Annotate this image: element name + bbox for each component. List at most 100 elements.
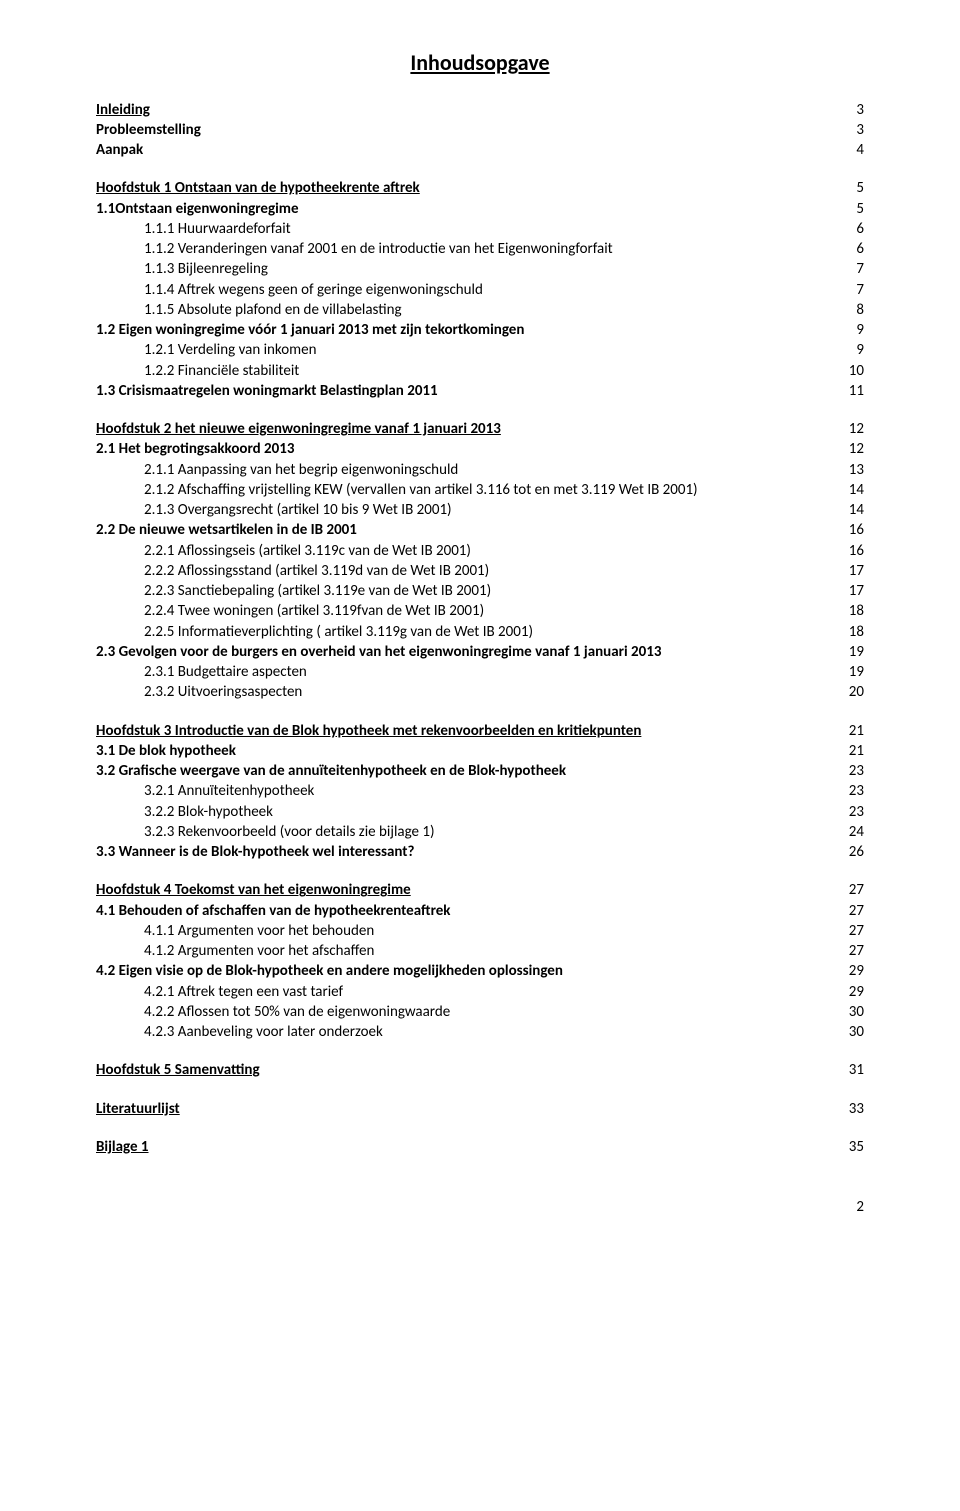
toc-label: 4.1.1 Argumenten voor het behouden xyxy=(144,921,828,941)
toc-row: 1.1.4 Aftrek wegens geen of geringe eige… xyxy=(96,280,864,300)
toc-label: Hoofdstuk 1 Ontstaan van de hypotheekren… xyxy=(96,178,828,198)
toc-page-number: 23 xyxy=(828,761,864,781)
toc-row: 1.2.2 Financiële stabiliteit10 xyxy=(96,361,864,381)
toc-row: 4.1 Behouden of afschaffen van de hypoth… xyxy=(96,901,864,921)
toc-page-number: 3 xyxy=(828,120,864,140)
toc-page-number: 8 xyxy=(828,300,864,320)
toc-row: 4.2.1 Aftrek tegen een vast tarief29 xyxy=(96,982,864,1002)
toc-label: 1.2.1 Verdeling van inkomen xyxy=(144,340,828,360)
toc-page-number: 23 xyxy=(828,802,864,822)
toc-page-number: 17 xyxy=(828,581,864,601)
toc-page-number: 35 xyxy=(828,1137,864,1157)
toc-row: 2.1.3 Overgangsrecht (artikel 10 bis 9 W… xyxy=(96,500,864,520)
toc-block: Hoofdstuk 3 Introductie van de Blok hypo… xyxy=(96,721,864,863)
toc-block: Hoofdstuk 4 Toekomst van het eigenwoning… xyxy=(96,880,864,1042)
toc-page-number: 16 xyxy=(828,520,864,540)
toc-page-number: 24 xyxy=(828,822,864,842)
toc-page-number: 9 xyxy=(828,340,864,360)
toc-label: 1.1.4 Aftrek wegens geen of geringe eige… xyxy=(144,280,828,300)
toc-row: Literatuurlijst33 xyxy=(96,1099,864,1119)
toc-label: 2.1.1 Aanpassing van het begrip eigenwon… xyxy=(144,460,828,480)
toc-label: 2.3.1 Budgettaire aspecten xyxy=(144,662,828,682)
toc-row: 3.2.2 Blok-hypotheek23 xyxy=(96,802,864,822)
toc-page-number: 4 xyxy=(828,140,864,160)
toc-row: Hoofdstuk 5 Samenvatting31 xyxy=(96,1060,864,1080)
toc-label: Bijlage 1 xyxy=(96,1137,828,1157)
toc-page-number: 26 xyxy=(828,842,864,862)
toc-row: 3.3 Wanneer is de Blok-hypotheek wel int… xyxy=(96,842,864,862)
toc-label: 3.3 Wanneer is de Blok-hypotheek wel int… xyxy=(96,842,828,862)
toc-page-number: 7 xyxy=(828,280,864,300)
toc-page-number: 10 xyxy=(828,361,864,381)
toc-label: 3.1 De blok hypotheek xyxy=(96,741,828,761)
toc-row: Hoofdstuk 2 het nieuwe eigenwoningregime… xyxy=(96,419,864,439)
toc-page-number: 11 xyxy=(828,381,864,401)
toc-page-number: 9 xyxy=(828,320,864,340)
toc-page-number: 5 xyxy=(828,199,864,219)
toc-page-number: 13 xyxy=(828,460,864,480)
toc-label: 2.2.3 Sanctiebepaling (artikel 3.119e va… xyxy=(144,581,828,601)
toc-label: 2.2.2 Aflossingsstand (artikel 3.119d va… xyxy=(144,561,828,581)
toc-block: Hoofdstuk 5 Samenvatting31 xyxy=(96,1060,864,1080)
toc-row: 3.2 Grafische weergave van de annuïteite… xyxy=(96,761,864,781)
toc-label: 1.1.1 Huurwaardeforfait xyxy=(144,219,828,239)
toc-label: Hoofdstuk 2 het nieuwe eigenwoningregime… xyxy=(96,419,828,439)
toc-label: 3.2.1 Annuïteitenhypotheek xyxy=(144,781,828,801)
toc-label: 4.2.2 Aflossen tot 50% van de eigenwonin… xyxy=(144,1002,828,1022)
toc-page-number: 20 xyxy=(828,682,864,702)
toc-page-number: 14 xyxy=(828,480,864,500)
toc-page-number: 18 xyxy=(828,601,864,621)
toc-label: 2.1.3 Overgangsrecht (artikel 10 bis 9 W… xyxy=(144,500,828,520)
toc-page-number: 21 xyxy=(828,721,864,741)
toc-row: 4.2.3 Aanbeveling voor later onderzoek30 xyxy=(96,1022,864,1042)
toc-row: 1.1.1 Huurwaardeforfait6 xyxy=(96,219,864,239)
toc-label: 2.3 Gevolgen voor de burgers en overheid… xyxy=(96,642,828,662)
toc-page-number: 6 xyxy=(828,239,864,259)
toc-row: 2.2.2 Aflossingsstand (artikel 3.119d va… xyxy=(96,561,864,581)
toc-row: Hoofdstuk 3 Introductie van de Blok hypo… xyxy=(96,721,864,741)
toc-page-number: 12 xyxy=(828,439,864,459)
toc-page-number: 3 xyxy=(828,100,864,120)
toc-page-number: 12 xyxy=(828,419,864,439)
toc-block: Bijlage 135 xyxy=(96,1137,864,1157)
toc-label: 3.2.2 Blok-hypotheek xyxy=(144,802,828,822)
toc-row: 4.2.2 Aflossen tot 50% van de eigenwonin… xyxy=(96,1002,864,1022)
toc-row: 2.3.1 Budgettaire aspecten19 xyxy=(96,662,864,682)
toc-page-number: 21 xyxy=(828,741,864,761)
toc-label: Inleiding xyxy=(96,100,828,120)
toc-page-number: 23 xyxy=(828,781,864,801)
toc-label: 4.1 Behouden of afschaffen van de hypoth… xyxy=(96,901,828,921)
toc-row: 4.1.2 Argumenten voor het afschaffen27 xyxy=(96,941,864,961)
toc-row: Probleemstelling3 xyxy=(96,120,864,140)
toc-row: 1.1.5 Absolute plafond en de villabelast… xyxy=(96,300,864,320)
toc-row: Aanpak4 xyxy=(96,140,864,160)
toc-label: 4.2.1 Aftrek tegen een vast tarief xyxy=(144,982,828,1002)
toc-row: 2.2.3 Sanctiebepaling (artikel 3.119e va… xyxy=(96,581,864,601)
toc-block: Inleiding3Probleemstelling3Aanpak4 xyxy=(96,100,864,161)
toc-label: 3.2 Grafische weergave van de annuïteite… xyxy=(96,761,828,781)
toc-row: 1.3 Crisismaatregelen woningmarkt Belast… xyxy=(96,381,864,401)
toc-page-number: 27 xyxy=(828,921,864,941)
toc-row: 3.2.3 Rekenvoorbeeld (voor details zie b… xyxy=(96,822,864,842)
toc-label: 1.1.5 Absolute plafond en de villabelast… xyxy=(144,300,828,320)
toc-row: 2.2.5 Informatieverplichting ( artikel 3… xyxy=(96,622,864,642)
toc-row: 2.1 Het begrotingsakkoord 201312 xyxy=(96,439,864,459)
toc-block: Hoofdstuk 1 Ontstaan van de hypotheekren… xyxy=(96,178,864,401)
toc-label: 4.2.3 Aanbeveling voor later onderzoek xyxy=(144,1022,828,1042)
toc-row: 4.1.1 Argumenten voor het behouden27 xyxy=(96,921,864,941)
toc-label: 1.2 Eigen woningregime vóór 1 januari 20… xyxy=(96,320,828,340)
toc-row: 2.3.2 Uitvoeringsaspecten20 xyxy=(96,682,864,702)
toc-label: 1.1.3 Bijleenregeling xyxy=(144,259,828,279)
toc-row: 2.1.1 Aanpassing van het begrip eigenwon… xyxy=(96,460,864,480)
toc-page-number: 31 xyxy=(828,1060,864,1080)
toc-row: 4.2 Eigen visie op de Blok-hypotheek en … xyxy=(96,961,864,981)
toc-block: Literatuurlijst33 xyxy=(96,1099,864,1119)
toc-label: Probleemstelling xyxy=(96,120,828,140)
toc-label: 3.2.3 Rekenvoorbeeld (voor details zie b… xyxy=(144,822,828,842)
toc-container: Inleiding3Probleemstelling3Aanpak4Hoofds… xyxy=(96,100,864,1158)
toc-label: 4.2 Eigen visie op de Blok-hypotheek en … xyxy=(96,961,828,981)
toc-page-number: 27 xyxy=(828,880,864,900)
toc-label: 2.1.2 Afschaffing vrijstelling KEW (verv… xyxy=(144,480,828,500)
toc-row: 1.2.1 Verdeling van inkomen9 xyxy=(96,340,864,360)
toc-label: 1.2.2 Financiële stabiliteit xyxy=(144,361,828,381)
